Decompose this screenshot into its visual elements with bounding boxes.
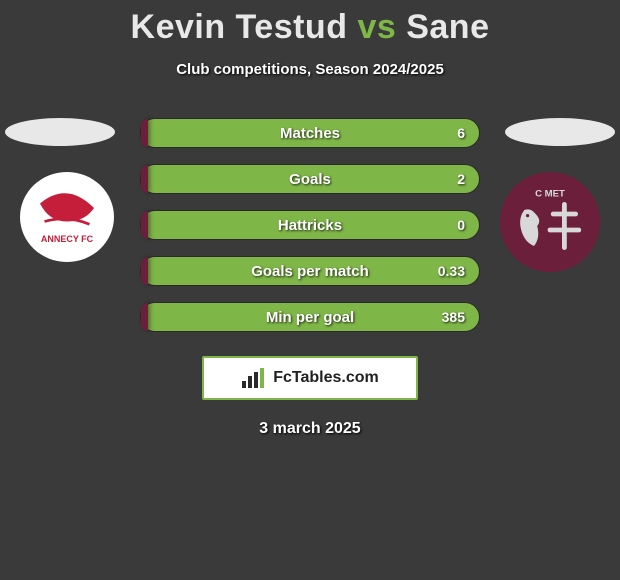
stat-row: Matches6 (140, 118, 480, 148)
stat-value-right: 0.33 (438, 263, 465, 279)
svg-text:C MET: C MET (535, 188, 565, 199)
stat-row: Goals per match0.33 (140, 256, 480, 286)
stat-value-right: 6 (457, 125, 465, 141)
player1-photo-placeholder (5, 118, 115, 146)
subtitle: Club competitions, Season 2024/2025 (0, 61, 620, 78)
comparison-panel: ANNECY FC C MET Matches6Goals2Hattricks0… (0, 118, 620, 338)
club-logo-left: ANNECY FC (20, 172, 114, 262)
stat-value-right: 385 (442, 309, 465, 325)
page-title: Kevin Testud vs Sane (0, 0, 620, 47)
branding-badge: FcTables.com (202, 356, 418, 400)
player2-name: Sane (406, 8, 489, 46)
stat-row: Goals2 (140, 164, 480, 194)
stat-label: Goals per match (141, 263, 479, 280)
annecy-fc-icon (20, 172, 114, 262)
stat-label: Hattricks (141, 217, 479, 234)
stat-row: Hattricks0 (140, 210, 480, 240)
stat-label: Goals (141, 171, 479, 188)
club-left-name: ANNECY FC (41, 234, 93, 244)
stat-row: Min per goal385 (140, 302, 480, 332)
vs-separator: vs (357, 8, 396, 46)
stat-value-right: 0 (457, 217, 465, 233)
fc-metz-icon: C MET (510, 182, 590, 262)
stat-label: Min per goal (141, 309, 479, 326)
player2-photo-placeholder (505, 118, 615, 146)
stat-label: Matches (141, 125, 479, 142)
footer-date: 3 march 2025 (0, 420, 620, 438)
club-logo-right: C MET (500, 172, 600, 272)
player1-name: Kevin Testud (131, 8, 348, 46)
stat-value-right: 2 (457, 171, 465, 187)
branding-text: FcTables.com (273, 369, 379, 387)
bars-chart-icon (241, 367, 267, 389)
stat-bars: Matches6Goals2Hattricks0Goals per match0… (140, 118, 480, 348)
